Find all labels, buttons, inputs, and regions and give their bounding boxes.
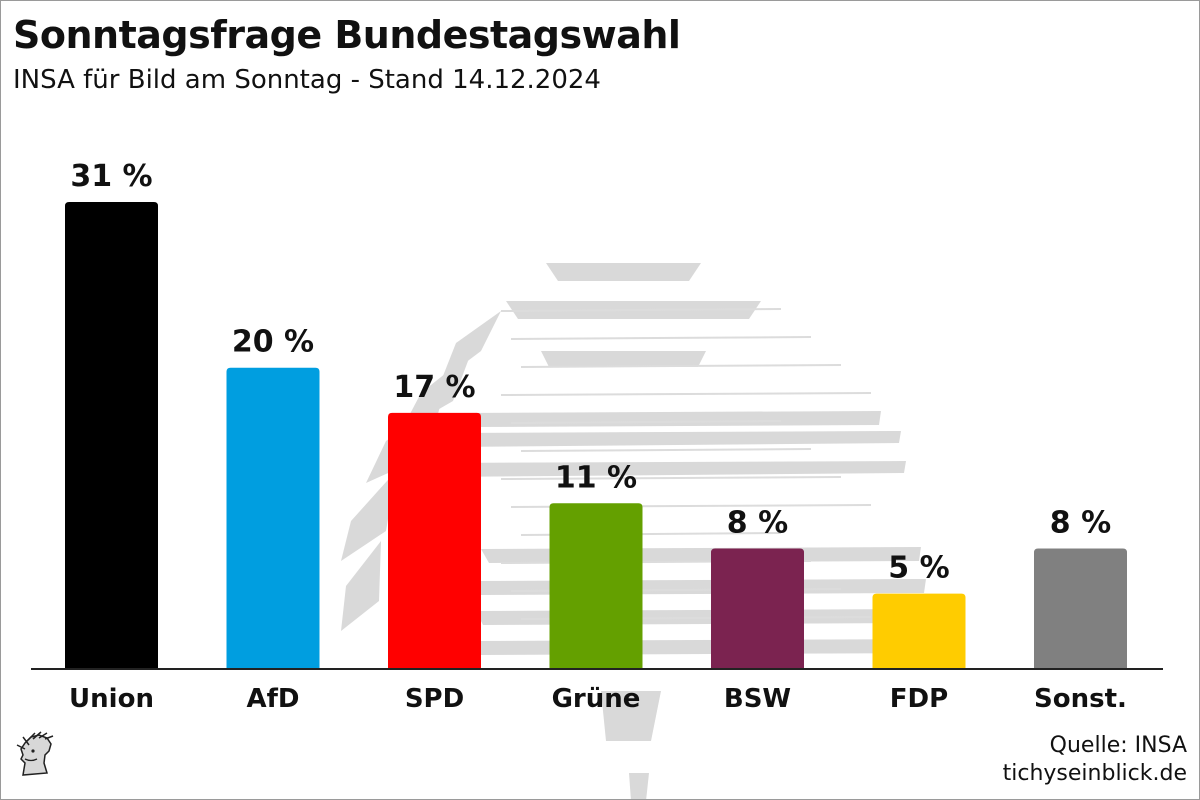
chart-subtitle: INSA für Bild am Sonntag - Stand 14.12.2… (13, 65, 601, 95)
watermark-line-2 (510, 336, 812, 340)
chart-title: Sonntagsfrage Bundestagswahl (13, 13, 681, 57)
watermark-stripe-7 (461, 411, 881, 427)
watermark-stripe-10 (341, 471, 396, 561)
category-label: Grüne (552, 684, 641, 714)
watermark-line-5 (510, 420, 782, 424)
watermark-line-1 (500, 308, 782, 312)
value-label: 31 % (70, 159, 152, 194)
watermark-stripe-3 (541, 351, 706, 367)
bar-bsw (711, 548, 804, 669)
bar-afd (226, 367, 320, 669)
watermark-stripe-16 (601, 691, 661, 741)
value-label: 5 % (888, 551, 949, 586)
bar-union (65, 202, 158, 669)
bar-sonst (1034, 548, 1127, 669)
watermark-line-4 (500, 392, 872, 396)
value-label: 20 % (232, 325, 314, 360)
value-label: 8 % (1050, 505, 1111, 540)
watermark-stripe-17 (629, 773, 649, 799)
category-label: AfD (246, 684, 299, 714)
website-label: tichyseinblick.de (1002, 761, 1187, 786)
bar-spd (388, 412, 481, 669)
watermark-stripe-4 (441, 311, 501, 381)
bar-gr-ne (549, 503, 643, 669)
category-label: Union (69, 684, 154, 714)
tichys-einblick-head-logo-icon (16, 731, 54, 776)
watermark-line-6 (520, 448, 812, 452)
watermark-line-3 (520, 364, 842, 368)
watermark-stripe-1 (546, 263, 701, 281)
category-label: SPD (405, 684, 464, 714)
source-label: Quelle: INSA (1049, 733, 1187, 758)
value-label: 11 % (555, 460, 637, 495)
category-label: BSW (724, 684, 791, 714)
watermark-stripe-8 (441, 431, 901, 447)
watermark-line-7 (500, 476, 842, 480)
watermark-stripe-11 (341, 541, 381, 631)
watermark-stripe-15 (471, 639, 936, 655)
value-label: 17 % (393, 370, 475, 405)
watermark-stripe-13 (471, 579, 926, 595)
value-label: 8 % (727, 505, 788, 540)
bar-fdp (872, 593, 966, 669)
watermark-stripe-12 (481, 547, 921, 563)
category-label: Sonst. (1034, 684, 1127, 714)
bars-group (65, 202, 1127, 669)
labels-group: 31 % Union 20 % AfD 17 % SPD 11 % Grüne 8 % BSW 5 … (69, 159, 1127, 714)
category-label: FDP (890, 684, 948, 714)
watermark-stripe-9 (431, 461, 906, 477)
watermark-stripe-5 (401, 353, 471, 431)
